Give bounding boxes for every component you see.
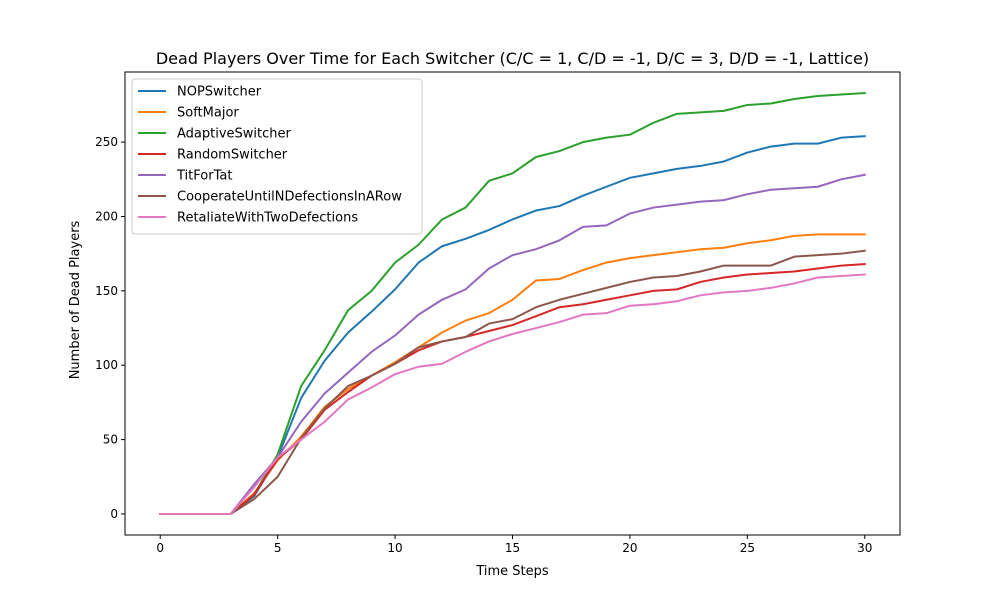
x-tick-label: 25 — [740, 541, 755, 555]
x-tick-label: 20 — [622, 541, 637, 555]
legend-label-1: SoftMajor — [177, 106, 239, 121]
series-line-5 — [159, 249, 866, 515]
legend: NOPSwitcher SoftMajor AdaptiveSwitcher Rand… — [131, 78, 423, 235]
x-tick-label: 10 — [387, 541, 402, 555]
chart-title: Dead Players Over Time for Each Switcher… — [156, 49, 869, 68]
y-axis-label: Number of Dead Players — [68, 220, 83, 379]
legend-label-3: RandomSwitcher — [177, 148, 288, 163]
y-tick-label: 50 — [103, 433, 118, 447]
y-tick-label: 200 — [95, 209, 118, 223]
y-tick-label: 250 — [95, 135, 118, 149]
x-axis-label: Time Steps — [475, 564, 549, 579]
plot-area: 0 5 10 15 20 25 30 0 50 100 150 200 250 — [95, 71, 901, 555]
y-tick-label: 100 — [95, 358, 118, 372]
series-line-2 — [159, 91, 866, 515]
legend-label-6: RetaliateWithTwoDefections — [177, 211, 358, 226]
legend-label-4: TitForTat — [176, 169, 232, 184]
y-tick-label: 150 — [95, 284, 118, 298]
x-tick-label: 0 — [156, 541, 164, 555]
legend-box — [131, 78, 423, 235]
x-tick-label: 15 — [505, 541, 520, 555]
y-tick-label: 0 — [110, 507, 118, 521]
x-tick-label: 5 — [274, 541, 282, 555]
legend-label-0: NOPSwitcher — [177, 85, 262, 100]
x-tick-label: 30 — [857, 541, 872, 555]
legend-label-2: AdaptiveSwitcher — [177, 127, 292, 142]
series-line-6 — [159, 273, 866, 515]
legend-label-5: CooperateUntilNDefectionsInARow — [177, 190, 402, 205]
